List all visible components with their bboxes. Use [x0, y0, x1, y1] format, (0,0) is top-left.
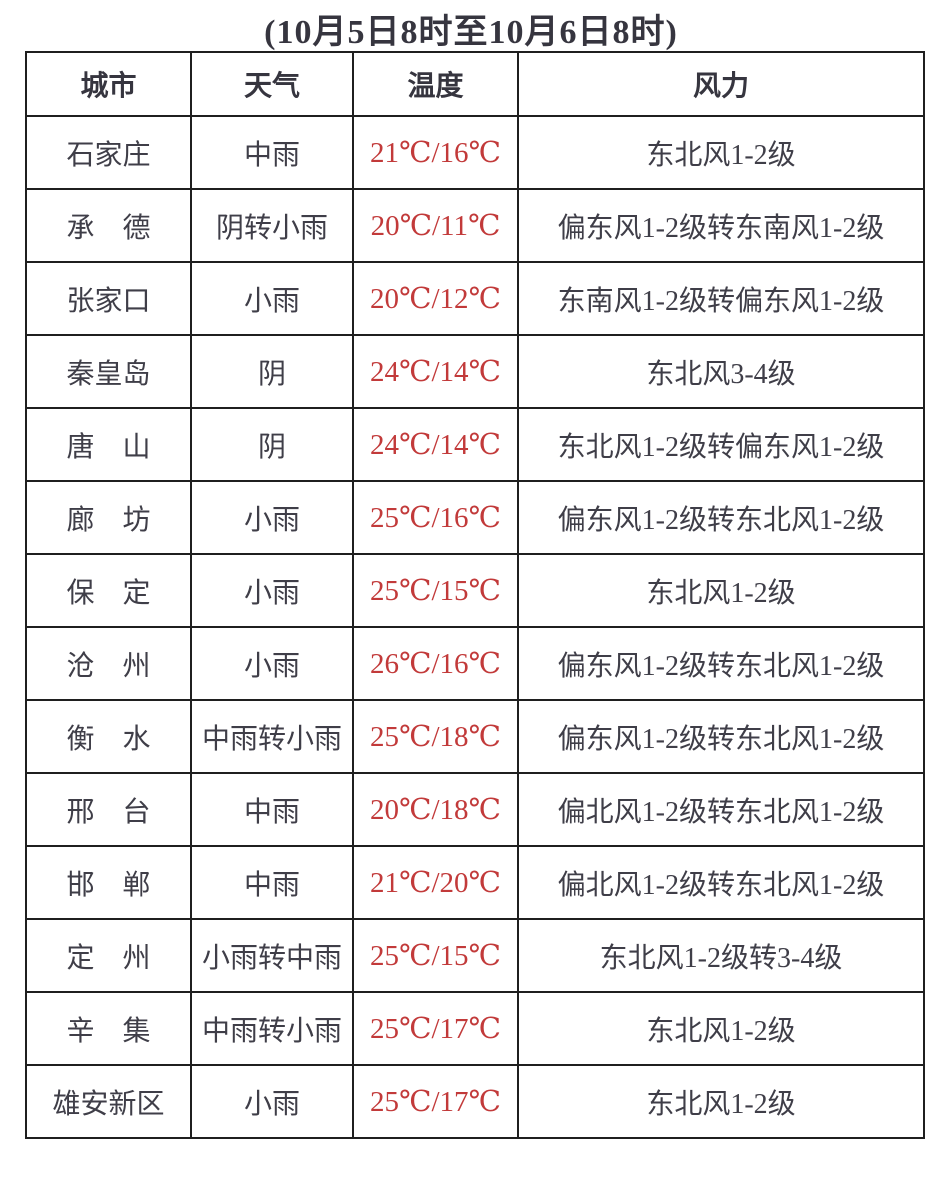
table-row: 邢 台中雨 20℃/18℃ 偏北风1-2级转东北风1-2级: [25, 772, 925, 847]
city-cell: 辛 集: [25, 991, 192, 1066]
weather-cell: 小雨: [190, 1064, 354, 1139]
weather-cell: 小雨: [190, 261, 354, 336]
city-cell: 廊 坊: [25, 480, 192, 555]
temperature-cell: 24℃/14℃: [352, 407, 519, 482]
weather-cell: 中雨: [190, 845, 354, 920]
city-cell: 定 州: [25, 918, 192, 993]
wind-cell: 偏东风1-2级转东南风1-2级: [517, 188, 925, 263]
weather-cell: 阴转小雨: [190, 188, 354, 263]
table-row: 保 定小雨 25℃/15℃ 东北风1-2级: [25, 553, 925, 628]
weather-cell: 中雨转小雨: [190, 699, 354, 774]
city-cell: 保 定: [25, 553, 192, 628]
city-cell: 承 德: [25, 188, 192, 263]
table-row: 石家庄 中雨 21℃/16℃ 东北风1-2级: [25, 115, 925, 190]
city-cell: 唐 山: [25, 407, 192, 482]
column-header-weather: 天气: [190, 51, 354, 117]
column-header-temperature: 温度: [352, 51, 519, 117]
column-header-wind: 风力: [517, 51, 925, 117]
table-row: 唐 山阴 24℃/14℃ 东北风1-2级转偏东风1-2级: [25, 407, 925, 482]
weather-cell: 中雨: [190, 115, 354, 190]
weather-cell: 小雨: [190, 480, 354, 555]
temperature-cell: 25℃/15℃: [352, 553, 519, 628]
wind-cell: 东北风1-2级: [517, 991, 925, 1066]
weather-cell: 阴: [190, 334, 354, 409]
temperature-cell: 25℃/15℃: [352, 918, 519, 993]
wind-cell: 东北风1-2级: [517, 553, 925, 628]
wind-cell: 东北风1-2级转3-4级: [517, 918, 925, 993]
temperature-cell: 26℃/16℃: [352, 626, 519, 701]
city-cell: 邯 郸: [25, 845, 192, 920]
weather-cell: 阴: [190, 407, 354, 482]
city-cell: 雄安新区: [25, 1064, 192, 1139]
weather-cell: 中雨转小雨: [190, 991, 354, 1066]
table-row: 衡 水中雨转小雨 25℃/18℃ 偏东风1-2级转东北风1-2级: [25, 699, 925, 774]
temperature-cell: 21℃/20℃: [352, 845, 519, 920]
table-header-row: 城市 天气 温度 风力: [25, 51, 925, 117]
temperature-cell: 25℃/17℃: [352, 1064, 519, 1139]
city-cell: 石家庄: [25, 115, 192, 190]
weather-cell: 中雨: [190, 772, 354, 847]
city-cell: 秦皇岛: [25, 334, 192, 409]
weather-table-body: 石家庄 中雨 21℃/16℃ 东北风1-2级承 德阴转小雨 20℃/11℃ 偏东风1-2级…: [25, 115, 925, 1139]
temperature-cell: 25℃/16℃: [352, 480, 519, 555]
temperature-cell: 20℃/11℃: [352, 188, 519, 263]
table-row: 邯 郸中雨 21℃/20℃ 偏北风1-2级转东北风1-2级: [25, 845, 925, 920]
wind-cell: 东北风1-2级: [517, 1064, 925, 1139]
table-row: 张家口 小雨 20℃/12℃ 东南风1-2级转偏东风1-2级: [25, 261, 925, 336]
table-row: 沧 州小雨 26℃/16℃ 偏东风1-2级转东北风1-2级: [25, 626, 925, 701]
weather-cell: 小雨转中雨: [190, 918, 354, 993]
city-cell: 沧 州: [25, 626, 192, 701]
temperature-cell: 20℃/12℃: [352, 261, 519, 336]
temperature-cell: 25℃/18℃: [352, 699, 519, 774]
column-header-city: 城市: [25, 51, 192, 117]
temperature-cell: 25℃/17℃: [352, 991, 519, 1066]
wind-cell: 偏北风1-2级转东北风1-2级: [517, 845, 925, 920]
weather-cell: 小雨: [190, 626, 354, 701]
wind-cell: 偏北风1-2级转东北风1-2级: [517, 772, 925, 847]
city-cell: 邢 台: [25, 772, 192, 847]
weather-forecast-table: 城市 天气 温度 风力 石家庄 中雨 21℃/16℃ 东北风1-2级承 德阴转小雨 20…: [25, 51, 925, 1139]
table-row: 辛 集中雨转小雨 25℃/17℃ 东北风1-2级: [25, 991, 925, 1066]
table-row: 定 州小雨转中雨 25℃/15℃ 东北风1-2级转3-4级: [25, 918, 925, 993]
wind-cell: 东北风3-4级: [517, 334, 925, 409]
city-cell: 张家口: [25, 261, 192, 336]
wind-cell: 偏东风1-2级转东北风1-2级: [517, 699, 925, 774]
wind-cell: 偏东风1-2级转东北风1-2级: [517, 626, 925, 701]
table-row: 承 德阴转小雨 20℃/11℃ 偏东风1-2级转东南风1-2级: [25, 188, 925, 263]
page-title: (10月5日8时至10月6日8时): [264, 14, 678, 51]
table-row: 秦皇岛阴 24℃/14℃ 东北风3-4级: [25, 334, 925, 409]
city-cell: 衡 水: [25, 699, 192, 774]
temperature-cell: 21℃/16℃: [352, 115, 519, 190]
table-row: 廊 坊小雨 25℃/16℃ 偏东风1-2级转东北风1-2级: [25, 480, 925, 555]
wind-cell: 东南风1-2级转偏东风1-2级: [517, 261, 925, 336]
weather-cell: 小雨: [190, 553, 354, 628]
wind-cell: 偏东风1-2级转东北风1-2级: [517, 480, 925, 555]
temperature-cell: 20℃/18℃: [352, 772, 519, 847]
wind-cell: 东北风1-2级转偏东风1-2级: [517, 407, 925, 482]
table-row: 雄安新区 小雨 25℃/17℃ 东北风1-2级: [25, 1064, 925, 1139]
temperature-cell: 24℃/14℃: [352, 334, 519, 409]
wind-cell: 东北风1-2级: [517, 115, 925, 190]
